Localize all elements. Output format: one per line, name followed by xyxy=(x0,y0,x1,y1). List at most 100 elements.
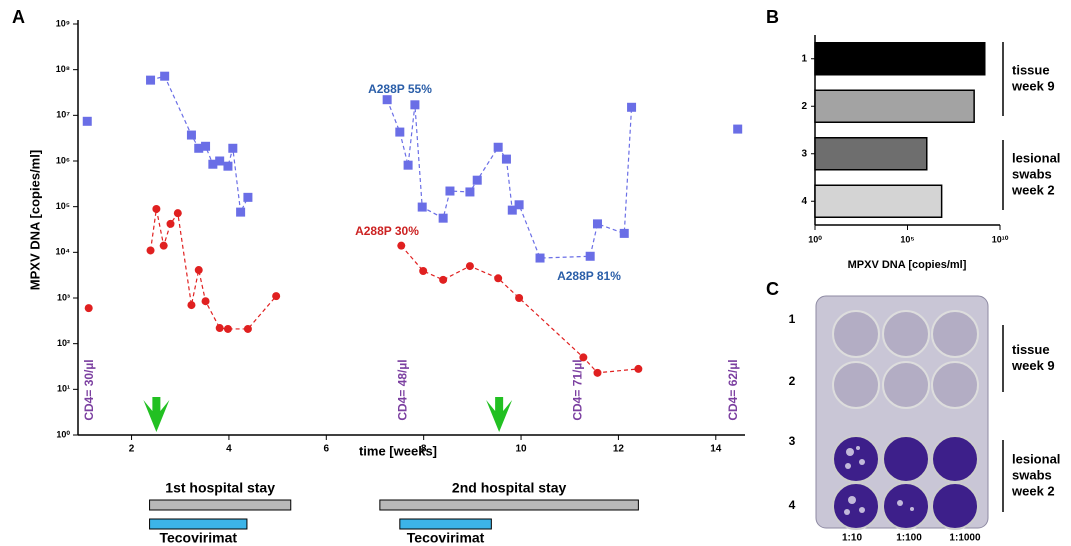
x-axis-label: time [weeks] xyxy=(359,443,437,458)
row-label: 4 xyxy=(789,498,796,512)
y-tick-label: 10⁵ xyxy=(56,201,70,211)
treatment-label: Tecovirimat xyxy=(407,530,485,546)
y-tick-label: 10⁹ xyxy=(56,18,70,28)
point xyxy=(403,160,413,170)
point xyxy=(514,200,524,210)
y-tick-label: 10¹ xyxy=(57,384,70,394)
x-tick-label: 4 xyxy=(226,444,232,455)
point xyxy=(397,241,406,250)
x-tick-label: 8 xyxy=(421,444,427,455)
annotation: A288P 55% xyxy=(368,82,432,96)
arrow xyxy=(486,397,513,432)
treatment-bar xyxy=(399,518,492,530)
cd4-label: CD4= 62/µl xyxy=(726,359,740,420)
point xyxy=(186,130,196,140)
cd4-label: CD4= 48/µl xyxy=(395,359,409,420)
y-tick-label: 10⁴ xyxy=(56,247,70,257)
stay-bar xyxy=(149,499,292,511)
point xyxy=(159,241,168,250)
point xyxy=(382,95,392,105)
point xyxy=(146,246,155,255)
point xyxy=(173,209,182,218)
column-label: 1:1000 xyxy=(949,533,981,544)
bar xyxy=(814,137,928,171)
point xyxy=(438,213,448,223)
point xyxy=(733,124,743,134)
point xyxy=(535,253,545,263)
point xyxy=(593,368,602,377)
group-label: tissue xyxy=(1012,62,1050,77)
point xyxy=(465,187,475,197)
y-tick-label: 10² xyxy=(57,338,70,348)
x-tick-label: 14 xyxy=(710,444,722,455)
group-label: tissue xyxy=(1012,342,1050,357)
point xyxy=(228,143,238,153)
annotation: A288P 30% xyxy=(355,224,419,238)
point xyxy=(194,143,204,153)
y-tick-label: 1 xyxy=(801,53,807,64)
point xyxy=(419,267,428,276)
panel-label: A xyxy=(12,7,25,27)
row-label: 2 xyxy=(789,374,796,388)
group-label: week 9 xyxy=(1011,358,1055,373)
point xyxy=(634,364,643,373)
point xyxy=(493,142,503,152)
arrow xyxy=(143,397,170,432)
group-label: week 2 xyxy=(1011,182,1055,197)
y-tick-label: 10⁸ xyxy=(56,64,70,74)
point xyxy=(515,294,524,302)
group-label: week 9 xyxy=(1011,78,1055,93)
point xyxy=(243,192,253,202)
point xyxy=(619,228,629,238)
x-axis-label: MPXV DNA [copies/ml] xyxy=(848,259,967,271)
cd4-label: CD4= 71/µl xyxy=(571,359,585,420)
row-label: 1 xyxy=(789,312,796,326)
x-tick-label: 12 xyxy=(613,444,625,455)
point xyxy=(166,219,175,228)
point xyxy=(472,175,482,185)
point xyxy=(501,154,511,164)
y-tick-label: 3 xyxy=(801,148,807,159)
point xyxy=(445,186,455,196)
point xyxy=(201,141,211,151)
x-tick-label: 10¹⁰ xyxy=(992,234,1009,244)
y-axis-label: MPXV DNA [copies/ml] xyxy=(27,150,42,290)
point xyxy=(465,262,474,271)
point xyxy=(201,297,210,306)
panel-label: B xyxy=(766,7,779,27)
bar xyxy=(814,89,975,123)
point xyxy=(160,71,170,81)
y-tick-label: 2 xyxy=(801,101,807,112)
series-line xyxy=(386,99,633,259)
plate-image xyxy=(815,295,989,530)
point xyxy=(592,219,602,229)
point xyxy=(395,127,405,137)
x-tick-label: 10 xyxy=(515,444,527,455)
point xyxy=(194,266,203,275)
point xyxy=(494,274,503,283)
group-label: lesional xyxy=(1012,150,1060,165)
annotation: A288P 81% xyxy=(557,269,621,283)
point xyxy=(215,156,225,166)
point xyxy=(82,116,92,126)
point xyxy=(243,324,252,333)
x-tick-label: 2 xyxy=(129,444,135,455)
stay-label: 1st hospital stay xyxy=(165,480,275,496)
y-tick-label: 10⁷ xyxy=(56,110,70,120)
point xyxy=(215,324,224,333)
treatment-bar xyxy=(149,518,248,530)
bar xyxy=(814,184,943,218)
point xyxy=(627,102,637,112)
group-label: week 2 xyxy=(1011,483,1055,498)
x-tick-label: 10⁵ xyxy=(900,234,914,244)
point xyxy=(223,324,232,333)
point xyxy=(187,301,196,310)
point xyxy=(579,353,588,362)
column-label: 1:10 xyxy=(842,533,862,544)
x-tick-label: 6 xyxy=(324,444,330,455)
y-tick-label: 10⁶ xyxy=(56,155,70,165)
point xyxy=(208,159,218,169)
stay-label: 2nd hospital stay xyxy=(452,480,567,496)
bar xyxy=(814,42,986,76)
x-tick-label: 10⁰ xyxy=(808,234,822,244)
